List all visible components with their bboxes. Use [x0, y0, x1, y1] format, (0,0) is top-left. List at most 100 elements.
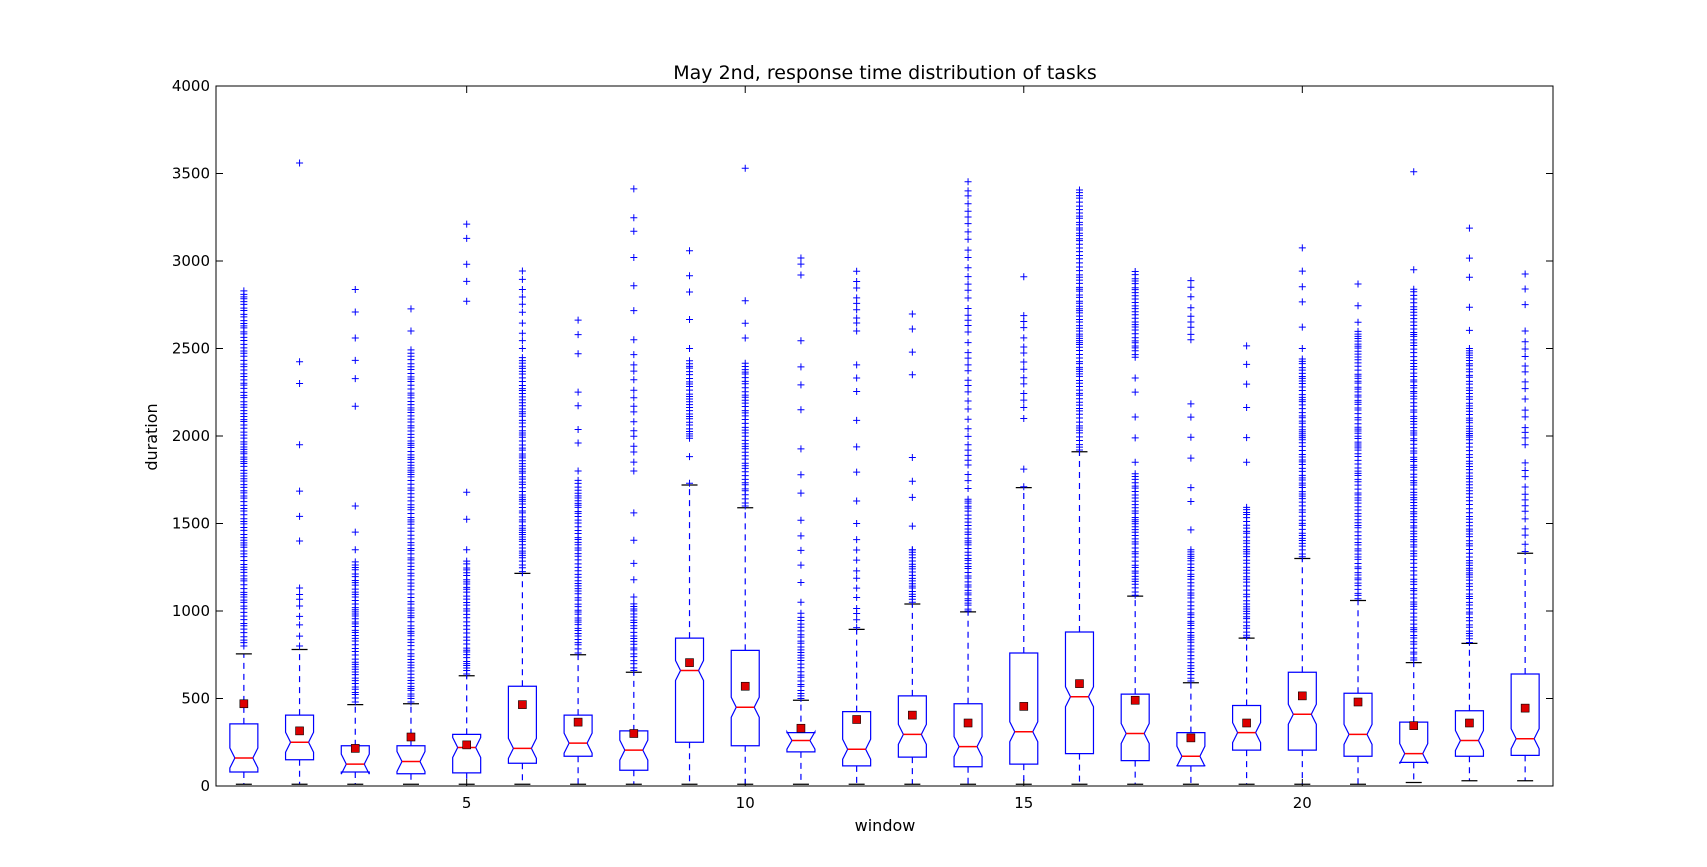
outlier-point: [463, 260, 471, 268]
outlier-point: [1131, 413, 1139, 421]
outlier-point: [1521, 441, 1529, 449]
outlier-point: [686, 453, 694, 461]
outlier-point: [518, 275, 526, 283]
outlier-point: [296, 441, 304, 449]
outlier-point: [964, 477, 972, 485]
outlier-point: [630, 458, 638, 466]
outlier-point: [240, 287, 248, 295]
outlier-point: [351, 285, 359, 293]
outlier-point: [1354, 327, 1362, 335]
outlier-point: [964, 397, 972, 405]
outlier-point: [407, 305, 415, 313]
mean-marker: [518, 700, 527, 709]
outlier-point: [296, 358, 304, 366]
outlier-point: [964, 311, 972, 319]
outlier-point: [964, 264, 972, 272]
outlier-point: [686, 272, 694, 280]
outlier-point: [463, 515, 471, 523]
outlier-point: [964, 228, 972, 236]
outlier-point: [574, 350, 582, 358]
outlier-point: [853, 294, 861, 302]
outlier-point: [1020, 334, 1028, 342]
outlier-point: [1465, 303, 1473, 311]
box-body: [396, 745, 426, 775]
outlier-point: [797, 337, 805, 345]
outlier-point: [630, 376, 638, 384]
mean-marker: [1130, 695, 1140, 705]
outlier-point: [908, 310, 916, 318]
outlier-point: [351, 356, 359, 364]
mean-marker: [1242, 718, 1251, 728]
outlier-point: [964, 339, 972, 347]
mean-marker: [796, 723, 806, 733]
outlier-point: [964, 235, 972, 243]
outlier-point: [797, 363, 805, 371]
box-body: [730, 649, 760, 747]
mean-marker: [1019, 702, 1029, 711]
outlier-point: [1187, 400, 1195, 408]
outlier-point: [1354, 302, 1362, 310]
mean-marker: [1409, 721, 1419, 730]
outlier-point: [1020, 396, 1028, 404]
outlier-point: [853, 267, 861, 275]
outlier-point: [853, 416, 861, 424]
outlier-point: [630, 442, 638, 450]
outlier-point: [518, 308, 526, 316]
outlier-point: [630, 254, 638, 262]
outlier-point: [853, 277, 861, 285]
outlier-point: [1187, 312, 1195, 320]
mean-marker: [1465, 718, 1474, 728]
outlier-point: [574, 316, 582, 324]
outlier-point: [463, 557, 471, 565]
outlier-point: [1298, 244, 1306, 252]
box-body: [897, 695, 927, 758]
outlier-point: [964, 220, 972, 228]
chart-title: May 2nd, response time distribution of t…: [673, 62, 1096, 84]
outlier-point: [296, 512, 304, 520]
outlier-point: [741, 359, 749, 367]
outlier-point: [1521, 301, 1529, 309]
outlier-point: [1020, 389, 1028, 397]
outlier-point: [630, 559, 638, 567]
outlier-point: [1298, 267, 1306, 275]
outlier-point: [741, 297, 749, 305]
box-body: [1009, 652, 1039, 765]
outlier-point: [964, 305, 972, 313]
outlier-point: [296, 380, 304, 387]
outlier-point: [351, 558, 359, 566]
outlier-point: [1187, 526, 1195, 534]
x-axis-label: window: [855, 816, 916, 835]
mean-marker: [1353, 697, 1363, 707]
outlier-point: [1298, 355, 1306, 363]
outlier-point: [630, 386, 638, 394]
outlier-point: [351, 502, 359, 510]
outlier-point: [1521, 353, 1529, 361]
mean-marker: [295, 726, 304, 736]
outlier-point: [741, 334, 749, 342]
outlier-point: [1075, 186, 1083, 194]
outlier-point: [797, 579, 805, 587]
outlier-point: [853, 497, 861, 505]
outlier-point: [351, 528, 359, 536]
outlier-point: [964, 280, 972, 288]
mean-marker: [685, 658, 694, 667]
outlier-point: [630, 509, 638, 517]
outlier-point: [1521, 327, 1529, 335]
outlier-point: [296, 621, 304, 629]
outlier-point: [1020, 358, 1028, 366]
outlier-point: [853, 520, 861, 527]
outlier-point: [463, 234, 471, 242]
outlier-point: [797, 532, 805, 540]
outlier-point: [1020, 273, 1028, 281]
outlier-point: [1243, 380, 1251, 388]
mean-marker: [1186, 733, 1196, 743]
outlier-point: [1298, 283, 1306, 291]
y-tick-label: 1000: [172, 602, 210, 620]
outlier-point: [853, 314, 861, 322]
outlier-point: [964, 425, 972, 433]
outlier-point: [1521, 362, 1529, 370]
outlier-point: [407, 346, 415, 354]
outlier-point: [1521, 473, 1529, 481]
outlier-point: [296, 612, 304, 620]
outlier-point: [630, 361, 638, 369]
